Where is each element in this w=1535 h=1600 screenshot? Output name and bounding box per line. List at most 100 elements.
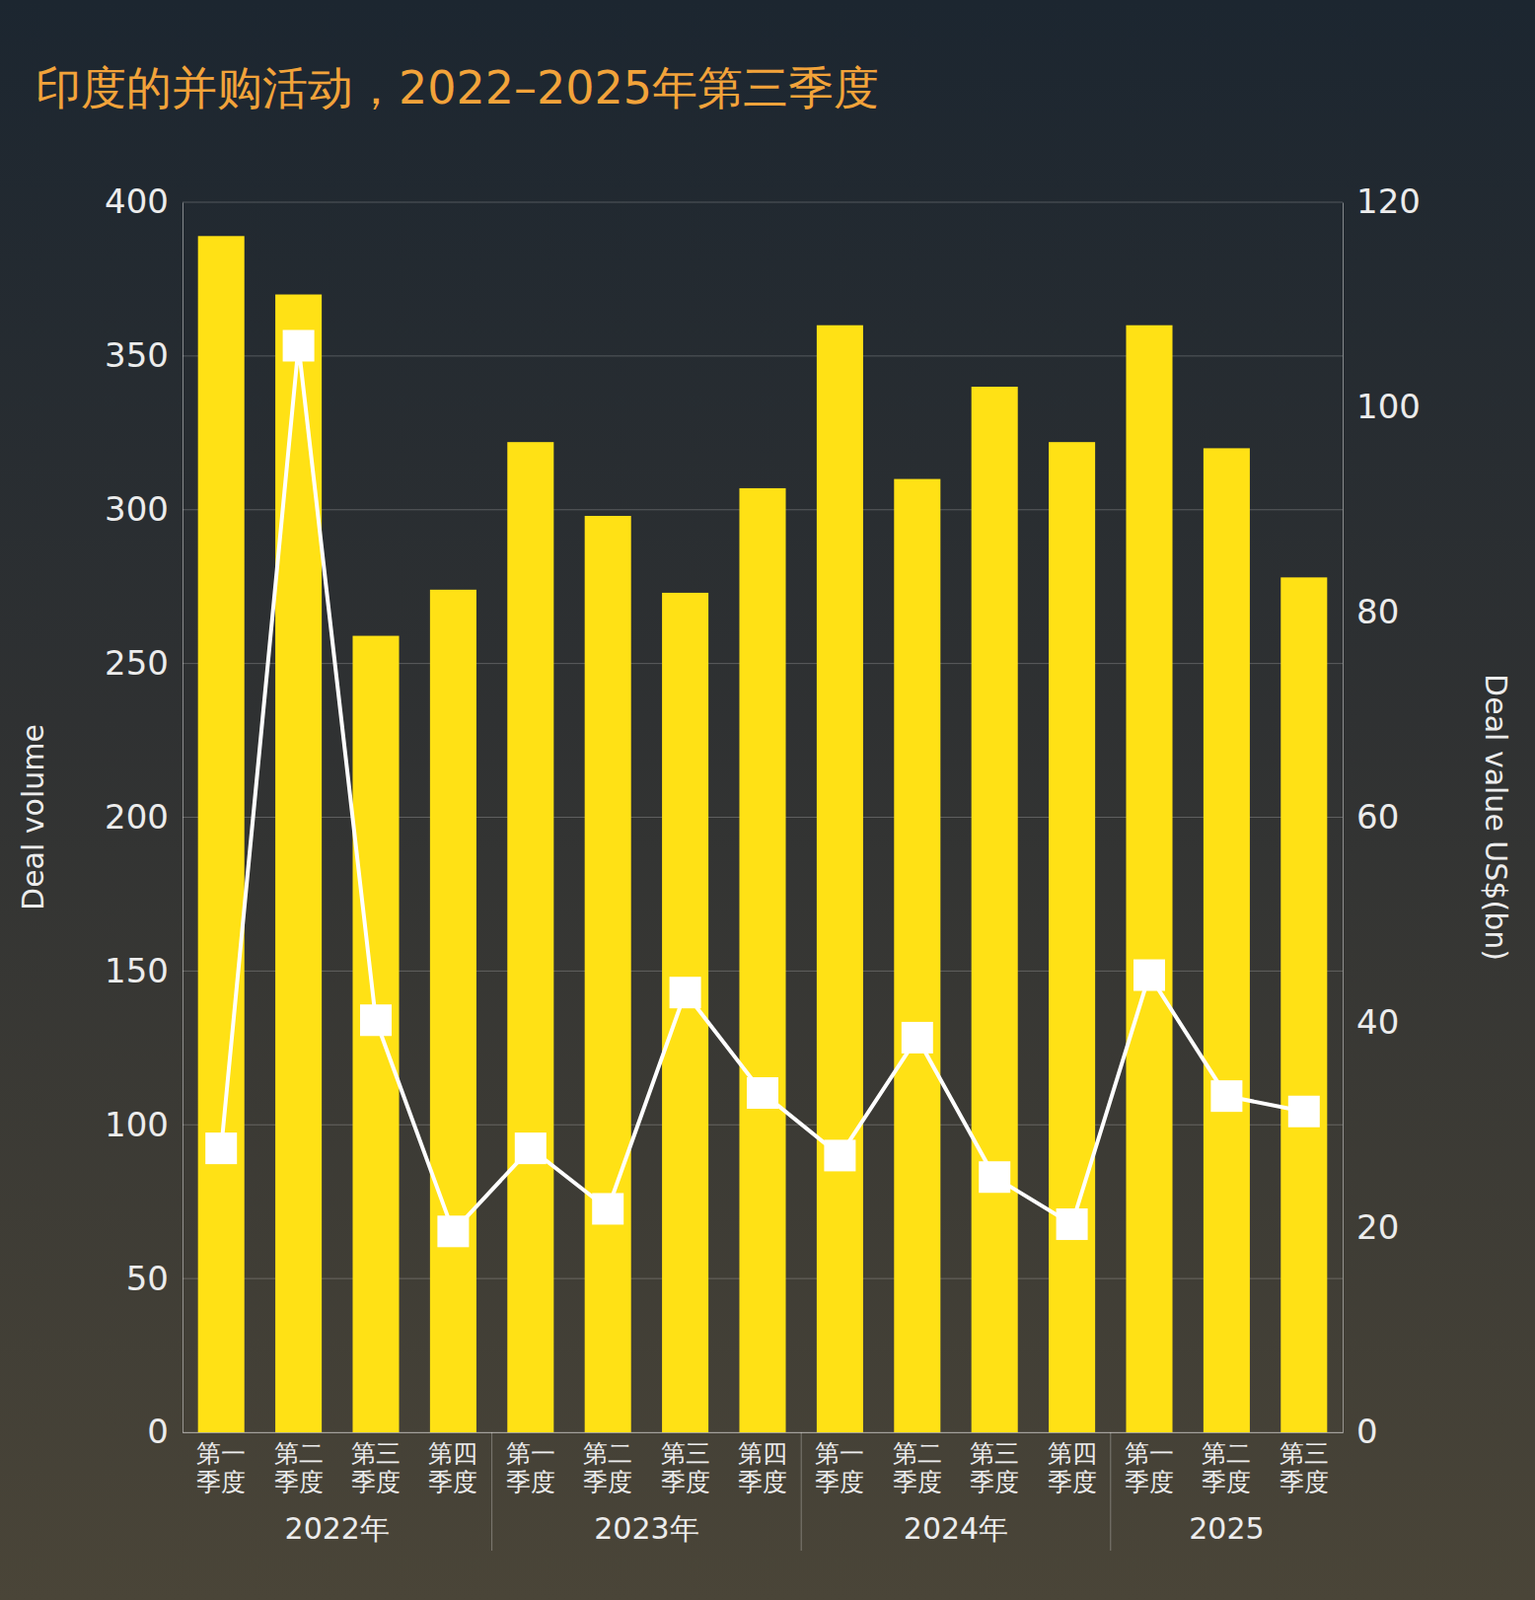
tick: 150: [104, 950, 183, 991]
chart: 印度的并购活动，2022–2025年第三季度050100150200250300…: [0, 0, 1535, 1600]
tick-label: 第三季度: [1279, 1439, 1329, 1497]
tick-label: 第一季度: [1124, 1439, 1174, 1497]
tick: 第一季度: [196, 1432, 246, 1497]
tick: 第三季度: [1279, 1432, 1329, 1497]
tick-label: 0: [1356, 1411, 1379, 1452]
y2-axis-title: Deal value US$(bn): [1478, 673, 1514, 961]
group-label: 2024年: [903, 1511, 1009, 1546]
tick-label-line: 季度: [351, 1467, 401, 1497]
group-label: 2025: [1188, 1511, 1264, 1546]
tick: 400: [104, 181, 183, 221]
tick-label: 50: [126, 1258, 169, 1299]
tick-label-line: 第三: [969, 1439, 1020, 1468]
y-axis-title: Deal volume: [15, 724, 51, 911]
title: 印度的并购活动，2022–2025年第三季度: [35, 61, 879, 115]
marks: [198, 235, 1328, 1433]
tick: 120: [1342, 181, 1421, 221]
tick-label: 第二季度: [274, 1439, 324, 1497]
tick-label-line: 第四: [1047, 1439, 1097, 1468]
bar: [1125, 325, 1172, 1433]
group-labels: 2022年2023年2024年2025: [285, 1432, 1265, 1551]
tick: 60: [1342, 797, 1399, 837]
tick-label: 400: [104, 181, 169, 221]
marker: [514, 1132, 547, 1165]
axis: 第一季度第二季度第三季度第四季度第一季度第二季度第三季度第四季度第一季度第二季度…: [183, 1432, 1344, 1497]
tick-label-line: 第二: [1201, 1439, 1251, 1468]
tick: 第三季度: [660, 1432, 711, 1497]
tick: 0: [146, 1411, 183, 1452]
marker: [283, 329, 315, 362]
tick-label: 350: [104, 335, 169, 375]
tick-label: 第一季度: [506, 1439, 556, 1497]
plot: 050100150200250300350400020406080100120第…: [104, 181, 1421, 1551]
marker: [205, 1132, 237, 1165]
tick: 第四季度: [428, 1432, 478, 1497]
tick-label: 300: [104, 489, 169, 529]
group-separator: [1109, 1432, 1111, 1551]
marker: [746, 1077, 779, 1109]
tick: 第一季度: [506, 1432, 556, 1497]
tick-label: 第四季度: [428, 1439, 478, 1497]
tick-label-line: 季度: [274, 1467, 324, 1497]
tick-label-line: 第二: [583, 1439, 633, 1468]
tick: 第四季度: [1047, 1432, 1097, 1497]
tick-label: 第三季度: [660, 1439, 711, 1497]
tick-label: 第一季度: [196, 1439, 246, 1497]
axis: 0 20 40 60 80 100 120: [1342, 181, 1421, 1452]
tick-label-line: 季度: [583, 1467, 633, 1497]
tick-label: 0: [146, 1411, 169, 1452]
tick: 350: [104, 335, 183, 375]
tick: 40: [1342, 1002, 1399, 1042]
tick-label: 150: [104, 950, 169, 991]
marker: [437, 1215, 469, 1247]
bar: [738, 488, 786, 1433]
bar: [1048, 441, 1096, 1433]
tick: 第二季度: [892, 1432, 943, 1497]
tick-label-line: 第一: [1124, 1439, 1174, 1468]
tick-label-line: 第三: [1279, 1439, 1329, 1468]
line: [220, 345, 1305, 1232]
bar: [198, 235, 245, 1433]
marker: [823, 1139, 856, 1171]
grid: [182, 202, 1343, 1433]
grid-line: [182, 202, 1343, 204]
tick: 0: [1342, 1411, 1379, 1452]
tick-label-line: 季度: [737, 1467, 788, 1497]
tick: 100: [104, 1104, 183, 1145]
tick-label-line: 第一: [506, 1439, 556, 1468]
tick-label: 80: [1356, 591, 1399, 632]
tick-label-line: 第二: [892, 1439, 943, 1468]
background: [0, 0, 1535, 1600]
marker: [1056, 1208, 1089, 1241]
tick: 300: [104, 489, 183, 529]
tick-label-line: 第三: [660, 1439, 711, 1468]
group-separator: [491, 1432, 493, 1551]
tick-label: 20: [1356, 1207, 1399, 1247]
tick: 第四季度: [737, 1432, 788, 1497]
axis: 050100150200250300350400: [104, 181, 183, 1452]
tick-label: 60: [1356, 797, 1399, 837]
bar: [1280, 577, 1327, 1433]
tick-label-line: 第四: [428, 1439, 478, 1468]
bar: [816, 325, 864, 1433]
tick: 100: [1342, 386, 1421, 427]
tick-label-line: 第二: [274, 1439, 324, 1468]
tick-label-line: 第一: [196, 1439, 246, 1468]
bar: [1203, 447, 1250, 1433]
tick-label: 第四季度: [1047, 1439, 1097, 1497]
tick-label-line: 第三: [351, 1439, 401, 1468]
marker: [1210, 1080, 1243, 1112]
bar: [584, 515, 632, 1433]
marker: [360, 1004, 392, 1036]
tick: 250: [104, 643, 183, 683]
tick-label-line: 季度: [196, 1467, 246, 1497]
tick-label: 100: [104, 1104, 169, 1145]
tick-label: 120: [1356, 181, 1421, 221]
tick-label-line: 季度: [506, 1467, 556, 1497]
tick-label: 第四季度: [737, 1439, 788, 1497]
group-separator: [801, 1432, 803, 1551]
bar-series: [198, 235, 1328, 1433]
tick-label-line: 季度: [1279, 1467, 1329, 1497]
bar: [430, 589, 477, 1433]
tick-label-line: 季度: [1047, 1467, 1097, 1497]
